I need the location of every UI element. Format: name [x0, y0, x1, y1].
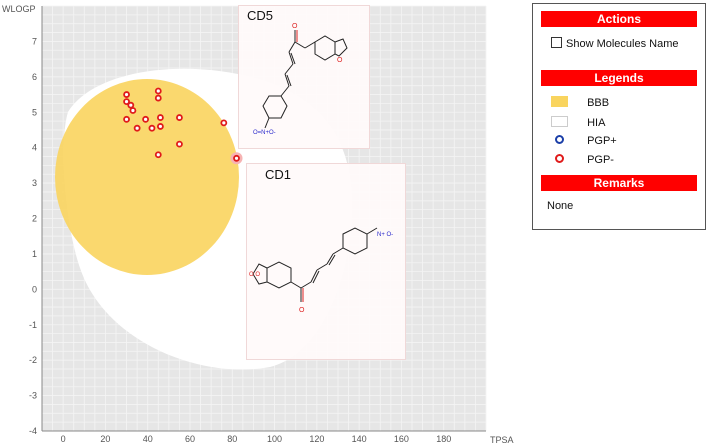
show-names-label: Show Molecules Name: [566, 38, 679, 50]
x-tick-label: 160: [394, 434, 409, 444]
data-point[interactable]: [123, 91, 130, 98]
y-tick-label: -3: [29, 391, 37, 401]
x-tick-label: 20: [100, 434, 110, 444]
y-tick-label: -1: [29, 320, 37, 330]
data-point[interactable]: [156, 114, 164, 121]
remarks-header: Remarks: [541, 175, 697, 191]
data-point[interactable]: [154, 151, 162, 159]
legend-item-bbb: BBB: [551, 96, 609, 109]
carbonyl-o: O: [299, 307, 305, 314]
y-tick-label: -4: [29, 426, 37, 436]
data-point[interactable]: [123, 98, 130, 106]
legend-label: PGP+: [587, 135, 617, 147]
x-tick-label: 80: [227, 434, 237, 444]
data-point[interactable]: [133, 124, 141, 132]
legends-header: Legends: [541, 70, 697, 86]
y-tick-label: 5: [32, 107, 37, 117]
data-point[interactable]: [123, 115, 130, 123]
pgp-minus-marker: [551, 154, 568, 166]
data-point[interactable]: [176, 140, 183, 148]
molecule-name: CD5: [247, 8, 274, 23]
x-tick-label: 60: [185, 434, 195, 444]
show-names-checkbox[interactable]: [551, 37, 562, 48]
legend-label: BBB: [587, 97, 610, 109]
nitro-group: O=N+O-: [253, 130, 276, 136]
x-tick-label: 100: [267, 434, 282, 444]
data-point[interactable]: [129, 107, 137, 114]
ring-o: O: [337, 57, 343, 64]
axis-ticks: 0 20 40 60 80 100 120 140 160 180 7 6 5 4 3 2 1 0 -1 -2 -3 -4: [29, 36, 451, 444]
legend-item-hia: HIA: [551, 116, 605, 129]
hia-swatch: [551, 116, 568, 127]
nitro-group: N+ O-: [377, 232, 393, 238]
data-point[interactable]: [127, 101, 135, 109]
data-points[interactable]: [123, 87, 243, 165]
data-point[interactable]: [233, 154, 240, 162]
x-axis-label: TPSA: [490, 435, 514, 445]
show-names-toggle[interactable]: Show Molecules Name: [551, 37, 679, 50]
legend-label: PGP-: [587, 154, 614, 166]
control-panel: Actions Show Molecules Name Legends BBB …: [532, 3, 706, 230]
y-tick-label: 0: [32, 284, 37, 294]
dioxole-o: O O: [249, 272, 260, 278]
y-tick-label: 1: [32, 249, 37, 259]
y-tick-label: 4: [32, 143, 37, 153]
legend-item-pgp-minus: PGP-: [551, 154, 614, 166]
y-tick-label: 7: [32, 36, 37, 46]
bbb-region: [55, 79, 239, 275]
data-point[interactable]: [176, 114, 183, 121]
y-tick-label: 6: [32, 72, 37, 82]
pgp-plus-marker: [551, 135, 568, 147]
legend-item-pgp-plus: PGP+: [551, 135, 617, 147]
molecule-card-cd5: CD5 O O O=N+O-: [238, 5, 370, 149]
actions-header: Actions: [541, 11, 697, 27]
x-tick-label: 180: [436, 434, 451, 444]
data-point[interactable]: [156, 123, 164, 130]
data-point[interactable]: [220, 119, 228, 127]
y-tick-label: 3: [32, 178, 37, 188]
bbb-swatch: [551, 96, 568, 107]
data-point[interactable]: [142, 115, 150, 123]
x-tick-label: 140: [352, 434, 367, 444]
x-tick-label: 120: [309, 434, 324, 444]
molecule-structure-cd5: O O O=N+O-: [253, 23, 348, 136]
remarks-text: None: [547, 200, 574, 212]
data-point[interactable]: [154, 87, 162, 95]
y-tick-label: -2: [29, 355, 37, 365]
x-tick-label: 0: [61, 434, 66, 444]
x-tick-label: 40: [143, 434, 153, 444]
y-tick-label: 2: [32, 214, 37, 224]
molecule-name: CD1: [265, 167, 292, 182]
carbonyl-o: O: [292, 23, 298, 30]
molecule-structure-cd1: N+ O- O O O: [249, 227, 393, 314]
molecule-card-cd1: CD1 N+ O- O O O: [246, 163, 406, 360]
legend-label: HIA: [587, 117, 606, 129]
data-point[interactable]: [148, 124, 156, 132]
y-axis-label: WLOGP: [2, 4, 36, 14]
data-point[interactable]: [154, 94, 162, 102]
